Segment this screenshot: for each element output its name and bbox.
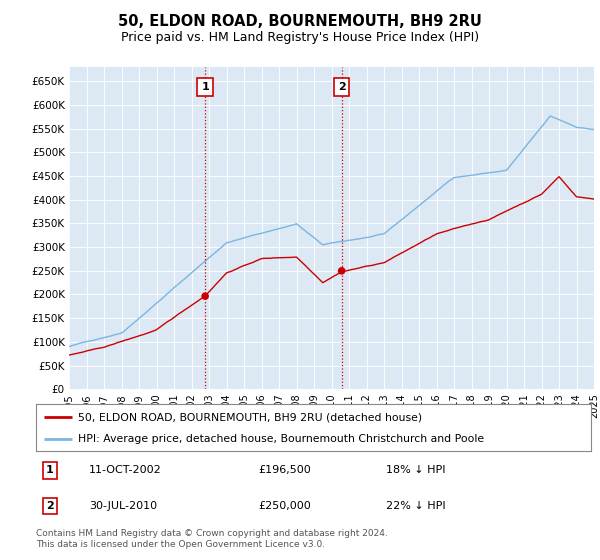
Text: 50, ELDON ROAD, BOURNEMOUTH, BH9 2RU: 50, ELDON ROAD, BOURNEMOUTH, BH9 2RU	[118, 14, 482, 29]
Text: 22% ↓ HPI: 22% ↓ HPI	[386, 501, 445, 511]
Text: HPI: Average price, detached house, Bournemouth Christchurch and Poole: HPI: Average price, detached house, Bour…	[77, 434, 484, 444]
Text: 11-OCT-2002: 11-OCT-2002	[89, 465, 161, 475]
Text: Contains HM Land Registry data © Crown copyright and database right 2024.
This d: Contains HM Land Registry data © Crown c…	[36, 529, 388, 549]
Text: 30-JUL-2010: 30-JUL-2010	[89, 501, 157, 511]
Text: 2: 2	[46, 501, 54, 511]
Text: 2: 2	[338, 82, 346, 92]
Text: £196,500: £196,500	[258, 465, 311, 475]
Text: £250,000: £250,000	[258, 501, 311, 511]
Point	[337, 267, 346, 276]
Text: 1: 1	[46, 465, 54, 475]
Text: Price paid vs. HM Land Registry's House Price Index (HPI): Price paid vs. HM Land Registry's House …	[121, 31, 479, 44]
Text: 1: 1	[201, 82, 209, 92]
Point	[200, 292, 210, 301]
Text: 50, ELDON ROAD, BOURNEMOUTH, BH9 2RU (detached house): 50, ELDON ROAD, BOURNEMOUTH, BH9 2RU (de…	[77, 412, 422, 422]
Text: 18% ↓ HPI: 18% ↓ HPI	[386, 465, 445, 475]
